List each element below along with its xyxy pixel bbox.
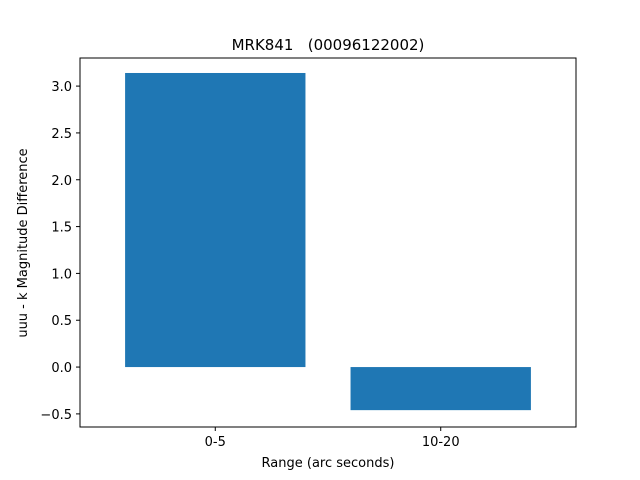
y-tick-label: 1.5 <box>51 221 72 236</box>
y-axis-ticks: −0.5 0.0 0.5 1.0 1.5 2.0 2.5 3.0 <box>40 80 80 423</box>
x-tick-label: 10-20 <box>422 435 460 450</box>
y-tick-label: 1.0 <box>51 267 72 282</box>
x-axis-ticks: 0-5 10-20 <box>205 427 460 450</box>
x-tick-label: 0-5 <box>205 435 226 450</box>
y-tick-label: 2.5 <box>51 127 72 142</box>
bar-10-20 <box>350 367 531 411</box>
y-tick-label: −0.5 <box>40 408 72 423</box>
bar-0-5 <box>125 72 306 368</box>
chart-title: MRK841 (00096122002) <box>232 36 425 54</box>
y-tick-label: 0.5 <box>51 314 72 329</box>
bars-group <box>125 72 531 411</box>
y-tick-label: 3.0 <box>51 80 72 95</box>
x-axis-label: Range (arc seconds) <box>262 456 395 471</box>
y-tick-label: 2.0 <box>51 174 72 189</box>
plot-frame <box>79 57 577 428</box>
y-axis-label: uuu - k Magnitude Difference <box>16 148 31 337</box>
y-tick-label: 0.0 <box>51 361 72 376</box>
